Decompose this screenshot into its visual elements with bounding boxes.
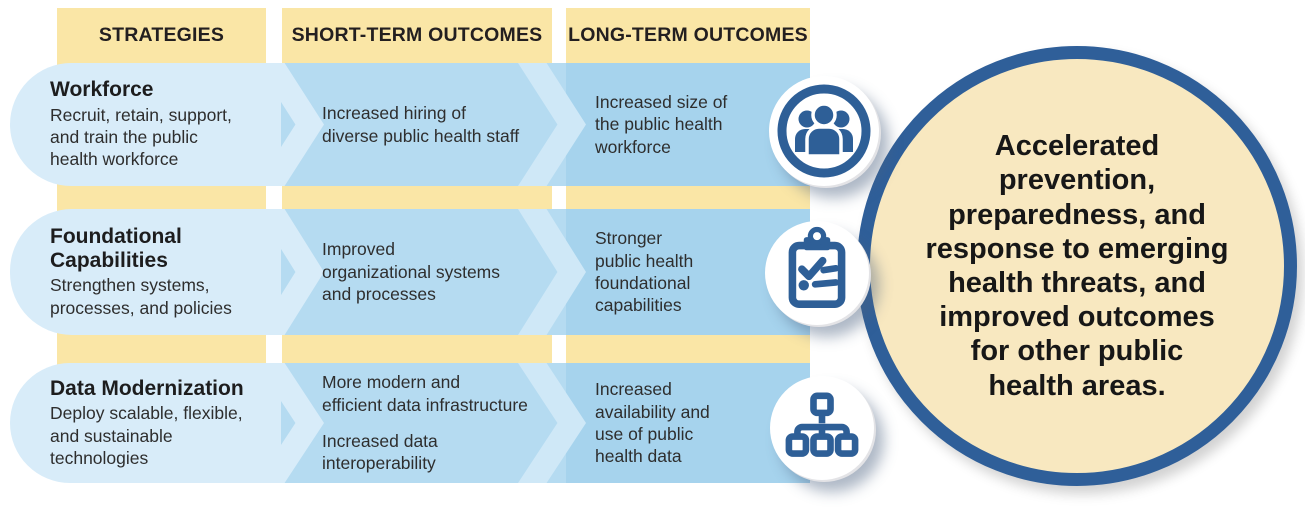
long-term-item: Increased availability and use of public… <box>595 379 710 467</box>
short-term-item: More modern and efficient data infrastru… <box>322 372 528 415</box>
strategy-title: Foundational Capabilities <box>50 225 182 272</box>
data-long-term-band <box>566 363 810 483</box>
column-header-long-term-outcomes: LONG-TERM OUTCOMES <box>568 24 808 46</box>
foundational-strategy-text: Foundational Capabilities Strengthen sys… <box>50 209 278 335</box>
foundational-short-term-band <box>281 209 566 335</box>
column-header-strategies: STRATEGIES <box>98 24 225 46</box>
workforce-medallion <box>769 76 879 186</box>
row-data-modernization: Data Modernization Deploy scalable, flex… <box>10 363 810 483</box>
people-icon <box>769 76 879 186</box>
foundational-short-term-text: Improved organizational systems and proc… <box>322 209 570 335</box>
long-term-item: Stronger public health foundational capa… <box>595 228 694 316</box>
column-header-short-term-outcomes: SHORT-TERM OUTCOMES <box>291 24 543 46</box>
strategy-title: Workforce <box>50 78 154 102</box>
data-strategy-band <box>10 363 281 483</box>
long-term-item: Increased size of the public health work… <box>595 91 728 157</box>
workforce-short-term-text: Increased hiring of diverse public healt… <box>322 63 570 186</box>
workforce-strategy-text: Workforce Recruit, retain, support, and … <box>50 63 278 186</box>
strategy-desc: Recruit, retain, support, and train the … <box>50 104 232 170</box>
sitemap-icon <box>770 376 874 480</box>
data-medallion <box>770 376 874 480</box>
strategy-desc: Strengthen systems, processes, and polic… <box>50 275 232 318</box>
foundational-medallion <box>765 221 869 325</box>
workforce-long-term-text: Increased size of the public health work… <box>595 63 757 186</box>
workforce-strategy-band <box>10 63 281 186</box>
strategy-desc: Deploy scalable, flexible, and sustainab… <box>50 403 243 468</box>
data-long-term-text: Increased availability and use of public… <box>595 363 757 483</box>
clipboard-checklist-icon <box>765 221 869 325</box>
foundational-strategy-band <box>10 209 281 335</box>
foundational-long-term-text: Stronger public health foundational capa… <box>595 209 757 335</box>
data-short-term-band <box>281 363 566 483</box>
workforce-short-term-band <box>281 63 566 186</box>
short-term-item: Improved organizational systems and proc… <box>322 239 500 305</box>
data-short-term-text: More modern and efficient data infrastru… <box>322 363 570 483</box>
row-foundational-capabilities: Foundational Capabilities Strengthen sys… <box>10 209 810 335</box>
short-term-item: Increased data interoperability <box>322 431 438 474</box>
strategy-title: Data Modernization <box>50 376 244 400</box>
impact-statement: Accelerated prevention, preparedness, an… <box>925 130 1229 402</box>
short-term-item: Increased hiring of diverse public healt… <box>322 103 520 146</box>
data-strategy-text: Data Modernization Deploy scalable, flex… <box>50 363 278 483</box>
impact-circle: Accelerated prevention, preparedness, an… <box>857 46 1297 486</box>
row-workforce: Workforce Recruit, retain, support, and … <box>10 63 810 186</box>
